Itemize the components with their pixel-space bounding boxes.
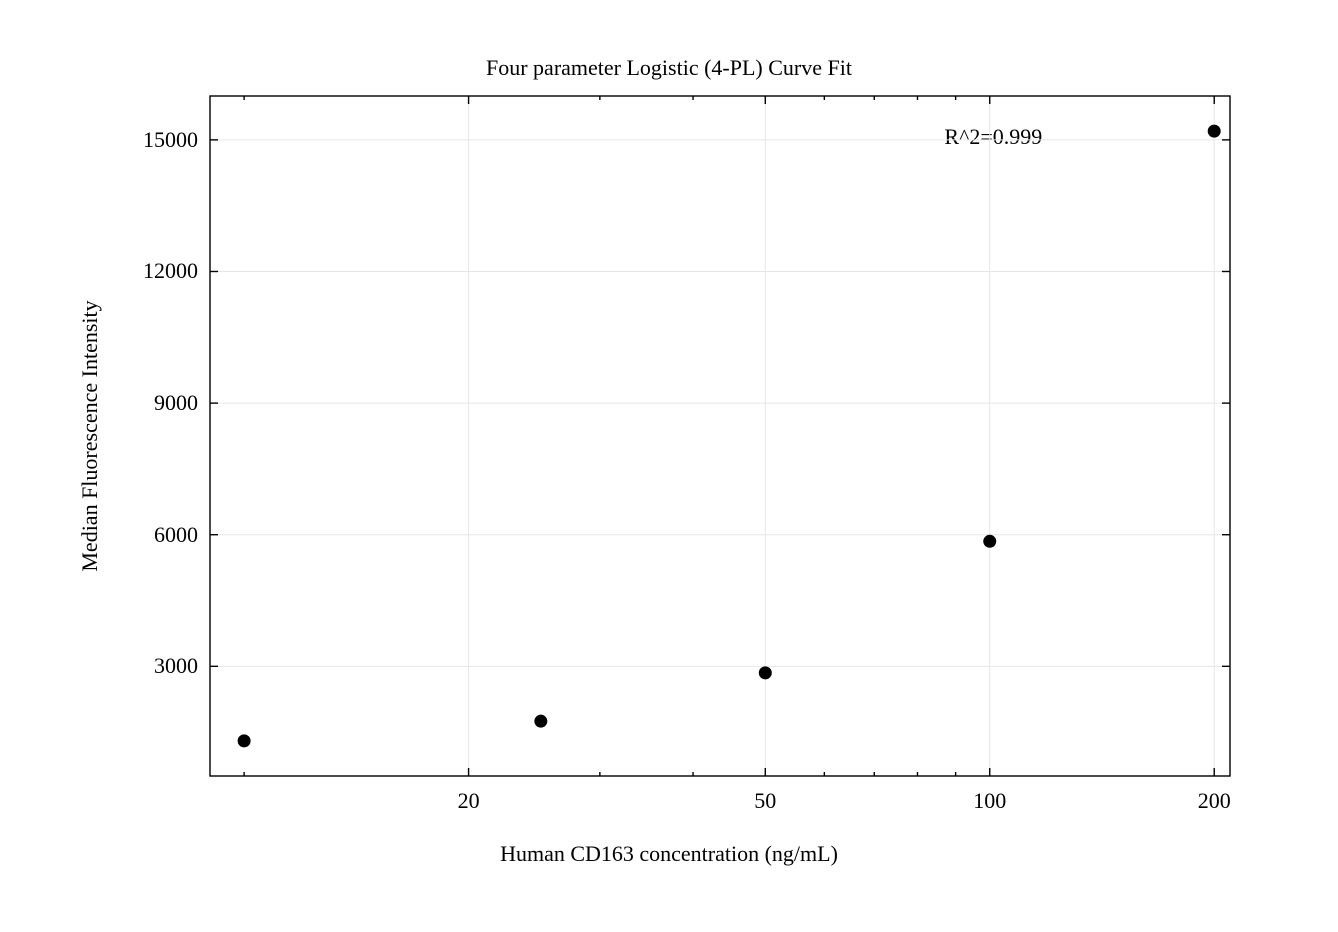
x-tick-label: 100 <box>973 788 1006 814</box>
y-tick-label: 6000 <box>154 522 198 548</box>
x-tick-label: 200 <box>1198 788 1231 814</box>
y-tick-label: 12000 <box>143 258 198 284</box>
x-tick-label: 50 <box>754 788 776 814</box>
plot-svg <box>0 0 1338 932</box>
data-point-4 <box>1208 125 1220 137</box>
data-point-1 <box>535 715 547 727</box>
y-tick-label: 3000 <box>154 653 198 679</box>
y-tick-label: 9000 <box>154 390 198 416</box>
x-tick-label: 20 <box>458 788 480 814</box>
data-point-0 <box>238 735 250 747</box>
chart-container: Four parameter Logistic (4-PL) Curve Fit… <box>0 0 1338 932</box>
data-point-3 <box>984 535 996 547</box>
y-tick-label: 15000 <box>143 127 198 153</box>
data-point-2 <box>759 667 771 679</box>
